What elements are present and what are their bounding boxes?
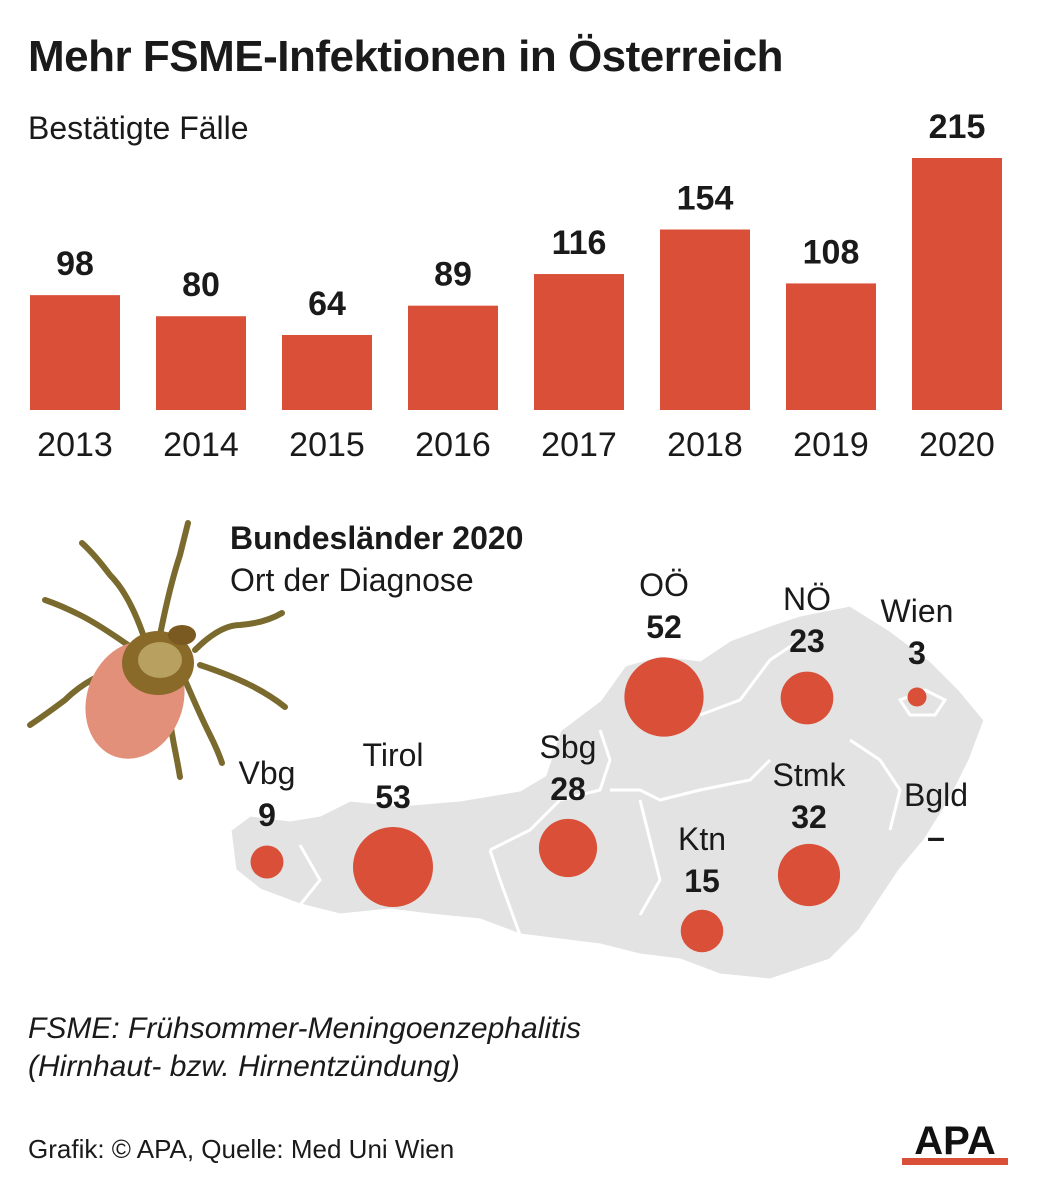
region-value: 3 [908,635,926,671]
page-title: Mehr FSME-Infektionen in Österreich [28,32,784,81]
region-value: 23 [789,623,825,659]
source-credit: Grafik: © APA, Quelle: Med Uni Wien [28,1134,455,1164]
apa-logo-text: APA [914,1119,995,1163]
category-label: 2018 [667,426,743,464]
region-name: Stmk [773,757,847,793]
bubble-OÖ [624,657,704,737]
region-name: NÖ [783,581,831,617]
region-value: – [927,819,945,855]
map-subtitle: Ort der Diagnose [230,562,474,598]
region-name: OÖ [639,567,689,603]
footnote: FSME: Frühsommer-Meningoenzephalitis (Hi… [28,1010,581,1086]
bar-2019 [786,283,876,410]
bar-value-label: 108 [803,233,860,271]
austria-shape [228,603,987,982]
bar-chart: 98 2013 80 2014 64 2015 89 2016 116 2017 154 2018 10… [30,108,1002,464]
bar-value-label: 98 [56,245,94,283]
bar-2015 [282,334,372,410]
region-value: 9 [258,797,276,833]
bubble-NÖ [780,671,834,725]
footnote-line-1: FSME: Frühsommer-Meningoenzephalitis [28,1012,581,1045]
category-label: 2016 [415,426,491,464]
bar-2017 [534,274,624,410]
bar-value-label: 64 [308,285,346,323]
bubble-Tirol [353,827,433,907]
category-label: 2019 [793,426,869,464]
bubble-Stmk [777,843,841,907]
region-name: Sbg [540,729,597,765]
tick-icon [27,520,288,780]
bar-2020 [912,158,1002,410]
region-value: 52 [646,609,682,645]
bar-value-label: 80 [182,266,220,304]
category-label: 2020 [919,426,995,464]
region-name: Wien [881,593,954,629]
map-title: Bundesländer 2020 [230,520,524,556]
region-name: Vbg [239,755,296,791]
bar-value-label: 215 [929,108,986,146]
bar-2018 [660,229,750,410]
bar-2014 [156,316,246,410]
region-value: 32 [791,799,827,835]
bubble-Ktn [680,909,724,953]
apa-logo: APA [902,1119,1008,1165]
region-name: Tirol [362,737,423,773]
austria-map: Vbg 9 Tirol 53 Sbg 28 OÖ 52 NÖ 23 Wien 3 Ktn 15 Stmk 32… [228,567,987,982]
footnote-line-2: (Hirnhaut- bzw. Hirnentzündung) [28,1050,460,1083]
region-value: 53 [375,779,411,815]
bubble-Sbg [538,818,598,878]
region-value: 28 [550,771,586,807]
region-name: Bgld [904,777,968,813]
bubble-Vbg [250,845,284,879]
category-label: 2017 [541,426,617,464]
category-label: 2015 [289,426,365,464]
bar-value-label: 116 [552,224,607,262]
category-label: 2014 [163,426,239,464]
bubble-Wien [907,687,927,707]
bar-2016 [408,305,498,410]
bar-2013 [30,295,120,410]
category-label: 2013 [37,426,113,464]
region-value: 15 [684,863,720,899]
region-name: Ktn [678,821,726,857]
bar-value-label: 154 [677,179,734,217]
chart-subtitle: Bestätigte Fälle [28,110,249,146]
bar-value-label: 89 [434,256,472,294]
